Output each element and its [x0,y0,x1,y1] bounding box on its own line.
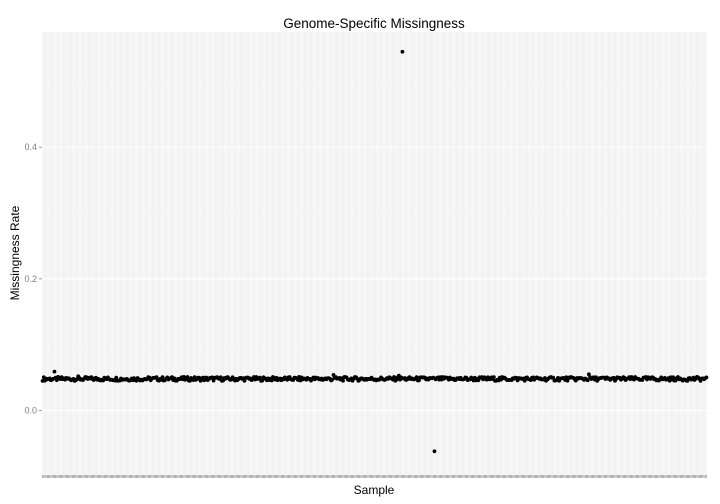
data-point [432,449,437,454]
y-tick-label: 0.2 [24,274,37,284]
data-point [491,375,496,380]
data-point [258,375,262,380]
data-point [54,378,59,383]
data-point [476,378,481,383]
data-point [551,375,556,380]
y-axis-ticks: 0.0 0.2 0.4 [24,142,42,415]
data-point [414,375,419,380]
data-point [154,375,159,380]
chart-title: Genome-Specific Missingness [283,16,465,31]
data-points [40,49,709,454]
y-tick-label: 0.0 [24,405,37,415]
data-point [565,378,570,383]
data-point [671,375,676,380]
data-point [160,375,165,380]
data-point [260,378,265,383]
plot-panel [42,32,707,475]
data-point [704,375,709,380]
y-tick-label: 0.4 [24,142,37,152]
x-axis-ticks [42,475,707,478]
data-point [522,378,527,383]
data-point [185,375,190,379]
data-point [400,49,405,54]
data-point [218,375,223,380]
data-point [341,378,345,383]
data-point [585,378,590,383]
data-point [417,378,421,383]
gridlines [42,32,707,475]
y-axis-label: Missingness Rate [8,205,22,300]
data-point [52,369,57,374]
x-axis-label: Sample [354,483,395,497]
data-point [392,375,396,379]
data-point [114,375,119,380]
